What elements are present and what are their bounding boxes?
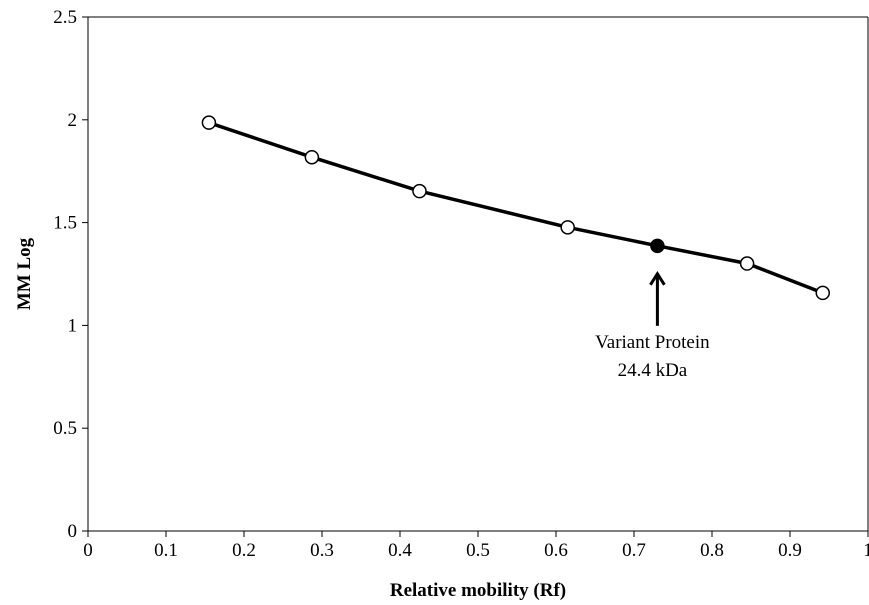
annotation-arrowhead	[649, 271, 666, 286]
data-point	[304, 149, 320, 165]
x-tick-label: 1	[863, 540, 869, 561]
data-point	[201, 115, 217, 130]
x-tick-label: 0.9	[778, 540, 802, 561]
y-axis-ticks: 0 0.5 1 1.5 2 2.5	[53, 7, 88, 542]
y-tick-label: 1	[68, 315, 78, 336]
data-markers	[201, 115, 831, 301]
x-axis-title: Relative mobility (Rf)	[390, 580, 566, 601]
y-tick-label: 0	[68, 521, 78, 542]
y-tick-label: 2	[68, 110, 78, 131]
x-tick-label: 0.7	[622, 540, 646, 561]
x-tick-label: 0.4	[388, 540, 412, 561]
data-point	[739, 256, 755, 271]
series-line	[208, 121, 824, 295]
x-tick-label: 0.1	[154, 540, 178, 561]
y-axis-title: MM Log	[14, 237, 35, 310]
x-tick-label: 0.8	[700, 540, 724, 561]
x-axis-ticks: 0 0.1 0.2 0.3 0.4 0.5 0.6 0.7 0.8 0.9 1	[83, 531, 869, 561]
x-tick-label: 0.3	[310, 540, 334, 561]
annotation-label: Variant Protein	[595, 332, 710, 353]
y-tick-label: 1.5	[53, 213, 77, 234]
data-point	[815, 285, 831, 301]
data-point	[560, 220, 575, 235]
data-point	[412, 183, 427, 199]
x-tick-label: 0.6	[544, 540, 568, 561]
x-tick-label: 0.5	[466, 540, 490, 561]
annotation-value: 24.4 kDa	[618, 360, 688, 381]
x-tick-label: 0.2	[232, 540, 256, 561]
variant-protein-point	[650, 238, 665, 254]
y-tick-label: 0.5	[53, 418, 77, 439]
x-tick-label: 0	[83, 540, 93, 561]
y-tick-label: 2.5	[53, 7, 77, 28]
